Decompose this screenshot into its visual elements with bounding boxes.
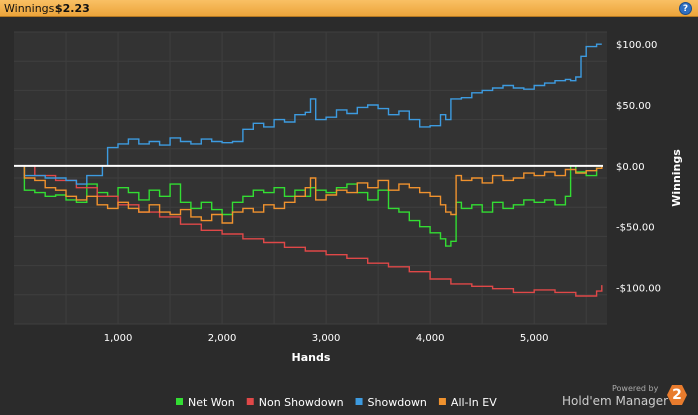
x-axis-label: Hands	[292, 351, 331, 364]
legend-swatch	[438, 398, 446, 405]
help-icon[interactable]: ?	[679, 2, 692, 15]
series-line-showdown	[14, 43, 602, 185]
legend-label: All-In EV	[451, 396, 497, 409]
legend-swatch	[176, 398, 183, 405]
holdem-manager-logo-text: Hold'em Manager	[562, 394, 669, 408]
legend-entry[interactable]: All-In EV	[438, 396, 497, 409]
series-line-net-won	[14, 165, 603, 247]
y-tick-label: -$100.00	[616, 284, 661, 295]
x-tick-labels: 1,000 2,000 3,000 4,000 5,000	[104, 333, 549, 344]
y-tick-label: $0.00	[616, 162, 645, 173]
y-tick-label: -$50.00	[616, 223, 655, 234]
legend-label: Non Showdown	[259, 396, 344, 409]
series-line-non-showdown	[14, 165, 603, 297]
legend-label: Net Won	[188, 396, 235, 409]
y-tick-label: $50.00	[616, 101, 651, 112]
x-tick-label: 5,000	[520, 333, 549, 344]
legend-swatch	[246, 398, 254, 405]
legend-entry[interactable]: Non Showdown	[246, 396, 344, 409]
title-bar: Winnings: $2.23 ?	[0, 0, 698, 17]
hm2-logo-badge: 2	[667, 385, 687, 405]
x-tick-label: 2,000	[208, 333, 237, 344]
x-tick-label: 3,000	[312, 333, 341, 344]
y-tick-labels: $100.00 $50.00 $0.00 -$50.00 -$100.00	[616, 40, 661, 294]
winnings-label: Winnings:	[4, 2, 59, 15]
legend-swatch	[355, 398, 363, 405]
powered-by-text: Powered by	[612, 384, 659, 393]
legend: Net Won Non Showdown Showdown All-In EV	[176, 396, 497, 409]
winnings-value: $2.23	[55, 2, 90, 15]
legend-entry[interactable]: Net Won	[176, 396, 235, 409]
y-tick-label: $100.00	[616, 40, 657, 51]
y-axis-label: Winnings	[670, 149, 683, 207]
x-tick-label: 1,000	[104, 333, 133, 344]
series-lines	[14, 43, 603, 297]
series-line-all-in-ev	[14, 165, 603, 224]
legend-entry[interactable]: Showdown	[355, 396, 427, 409]
x-tick-label: 4,000	[416, 333, 445, 344]
legend-label: Showdown	[368, 396, 427, 409]
